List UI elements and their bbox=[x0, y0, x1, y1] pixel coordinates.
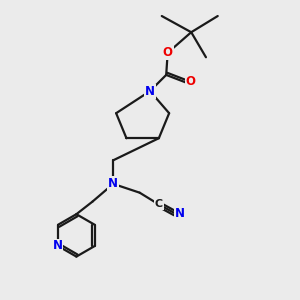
Text: O: O bbox=[186, 75, 196, 88]
Text: N: N bbox=[175, 207, 185, 220]
Text: N: N bbox=[52, 239, 62, 253]
Text: C: C bbox=[155, 200, 163, 209]
Text: N: N bbox=[145, 85, 155, 98]
Text: N: N bbox=[108, 177, 118, 190]
Text: O: O bbox=[163, 46, 173, 59]
